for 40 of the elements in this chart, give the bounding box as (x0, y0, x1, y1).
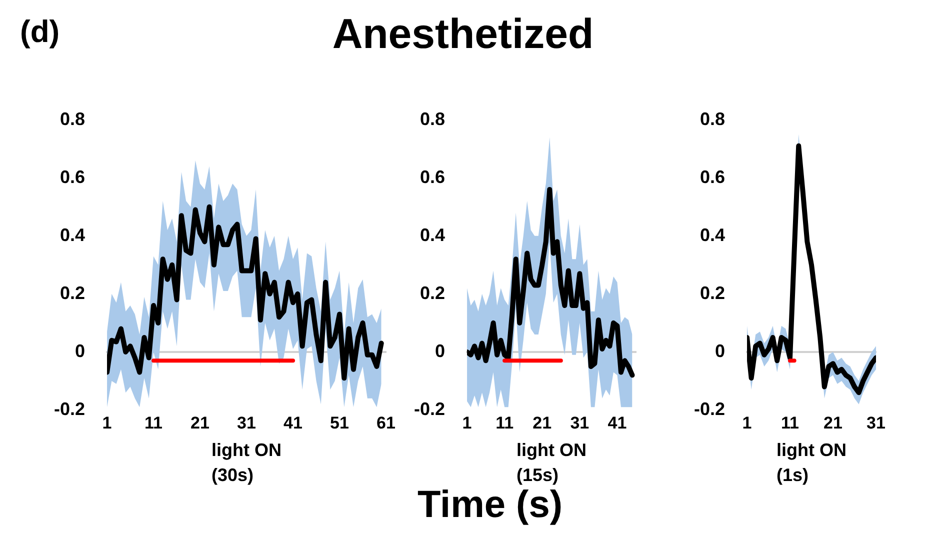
x-tick-label: 31 (866, 414, 886, 433)
y-tick-label: -0.2 (414, 398, 446, 419)
y-tick-label: 0.4 (60, 224, 86, 245)
x-tick-label: 41 (284, 414, 302, 433)
y-tick-label: 0.8 (420, 108, 446, 129)
y-tick-label: -0.2 (54, 398, 86, 419)
y-tick-label: 0 (715, 340, 726, 361)
x-tick-label: 31 (570, 414, 590, 433)
x-axis-title: light ON (30s) (212, 440, 282, 485)
x-tick-label: 11 (496, 414, 514, 433)
chart-title: Anesthetized (332, 10, 594, 57)
y-tick-label: 0 (435, 340, 446, 361)
y-tick-label: 0 (75, 340, 86, 361)
x-tick-label: 21 (824, 414, 842, 433)
y-tick-label: 0.6 (60, 166, 86, 187)
x-tick-label: 1 (742, 414, 752, 433)
y-tick-label: 0.8 (700, 108, 726, 129)
text: (d) (20, 14, 61, 50)
y-tick-label: 0.2 (60, 282, 86, 303)
y-tick-label: 0.2 (420, 282, 446, 303)
x-tick-label: 11 (144, 414, 163, 433)
x-axis-title: light ON (1s) (776, 440, 847, 485)
x-tick-label: 51 (330, 414, 349, 433)
x-tick-label: 21 (190, 414, 210, 433)
y-tick-label: 0.4 (420, 224, 446, 245)
x-tick-label: 1 (462, 414, 472, 433)
y-tick-label: 0.8 (60, 108, 86, 129)
y-tick-label: 0.6 (700, 166, 726, 187)
x-tick-label: 11 (781, 414, 800, 433)
x-tick-label: 31 (237, 414, 256, 433)
x-tick-label: 21 (532, 414, 552, 433)
text: Time (s) (416, 484, 564, 527)
y-tick-label: 0.4 (700, 224, 726, 245)
x-tick-label: 41 (608, 414, 627, 433)
x-tick-label: 61 (376, 414, 396, 433)
y-tick-label: 0.6 (420, 166, 446, 187)
y-tick-label: -0.2 (694, 398, 726, 419)
x-axis-title: light ON (15s) (516, 440, 587, 485)
x-tick-label: 1 (102, 414, 112, 433)
y-tick-label: 0.2 (700, 282, 726, 303)
